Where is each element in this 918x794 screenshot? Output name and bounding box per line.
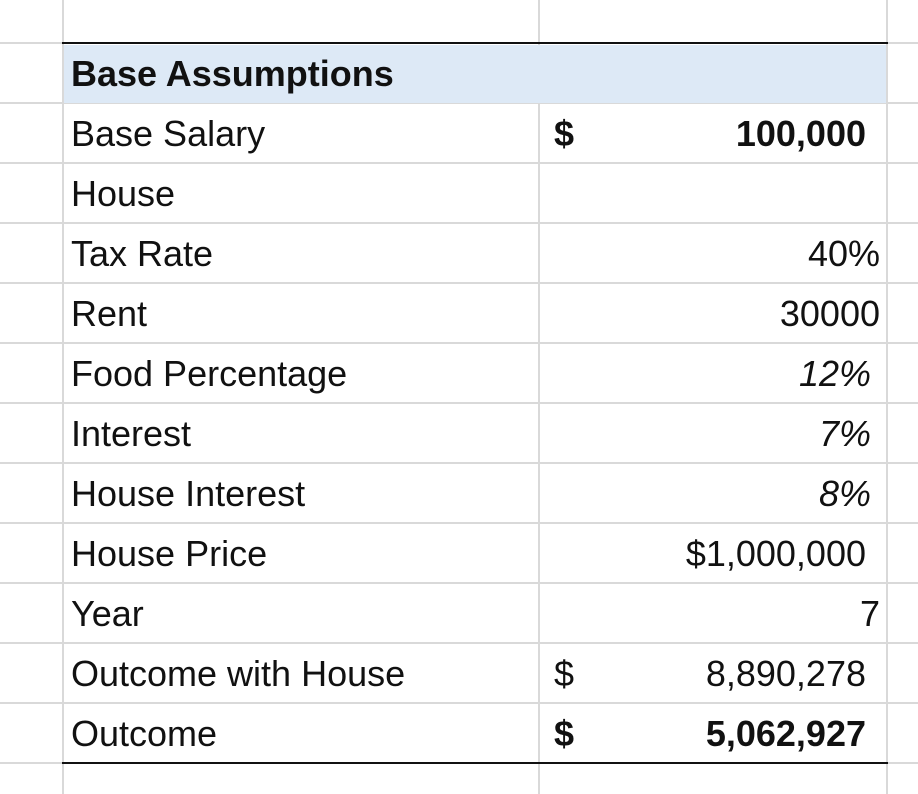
row-label: House Interest (71, 473, 306, 514)
row-gridline (0, 342, 918, 344)
currency-symbol: $ (554, 113, 575, 154)
row-tax-rate[interactable]: Tax Rate 40% (62, 225, 888, 283)
row-gridline (0, 402, 918, 404)
row-label: Outcome with House (71, 653, 406, 694)
row-label: Rent (71, 293, 148, 334)
table-title: Base Assumptions (71, 53, 394, 94)
row-value: 7 (859, 593, 880, 634)
row-label: House Price (71, 533, 268, 574)
row-gridline (0, 702, 918, 704)
row-gridline (0, 642, 918, 644)
table-bottom-border (62, 762, 888, 764)
table-top-border (62, 42, 888, 44)
row-year[interactable]: Year 7 (62, 585, 888, 643)
row-outcome[interactable]: Outcome $ 5,062,927 (62, 705, 888, 763)
row-label: Tax Rate (71, 233, 214, 274)
currency-symbol: $ (554, 713, 575, 754)
row-gridline (0, 582, 918, 584)
row-gridline (0, 282, 918, 284)
row-value: 100,000 (735, 113, 866, 154)
row-label: Food Percentage (71, 353, 348, 394)
row-gridline (0, 522, 918, 524)
column-gridline (62, 0, 64, 794)
row-gridline (0, 162, 918, 164)
row-rent[interactable]: Rent 30000 (62, 285, 888, 343)
row-value: $1,000,000 (685, 533, 866, 574)
row-value: 5,062,927 (705, 713, 866, 754)
row-value: 12% (798, 353, 871, 394)
row-label: Interest (71, 413, 192, 454)
header-row[interactable]: Base Assumptions (62, 45, 888, 103)
header-fill (64, 45, 886, 103)
row-value: 8% (818, 473, 871, 514)
column-gridline (886, 0, 888, 794)
row-house-interest[interactable]: House Interest 8% (62, 465, 888, 523)
column-gridline (538, 0, 540, 794)
row-house-price[interactable]: House Price $1,000,000 (62, 525, 888, 583)
row-outcome-with-house[interactable]: Outcome with House $ 8,890,278 (62, 645, 888, 703)
row-value: 7% (818, 413, 871, 454)
row-label: Outcome (71, 713, 218, 754)
row-label: Base Salary (71, 113, 266, 154)
row-label: House (71, 173, 176, 214)
row-interest[interactable]: Interest 7% (62, 405, 888, 463)
row-gridline (0, 462, 918, 464)
row-gridline (0, 102, 918, 104)
row-label: Year (71, 593, 144, 634)
row-gridline (0, 222, 918, 224)
currency-symbol: $ (554, 653, 575, 694)
row-value: 8,890,278 (705, 653, 866, 694)
row-food-percentage[interactable]: Food Percentage 12% (62, 345, 888, 403)
row-value: 30000 (779, 293, 880, 334)
row-house[interactable]: House (62, 165, 888, 223)
row-value: 40% (807, 233, 880, 274)
row-base-salary[interactable]: Base Salary $ 100,000 (62, 105, 888, 163)
